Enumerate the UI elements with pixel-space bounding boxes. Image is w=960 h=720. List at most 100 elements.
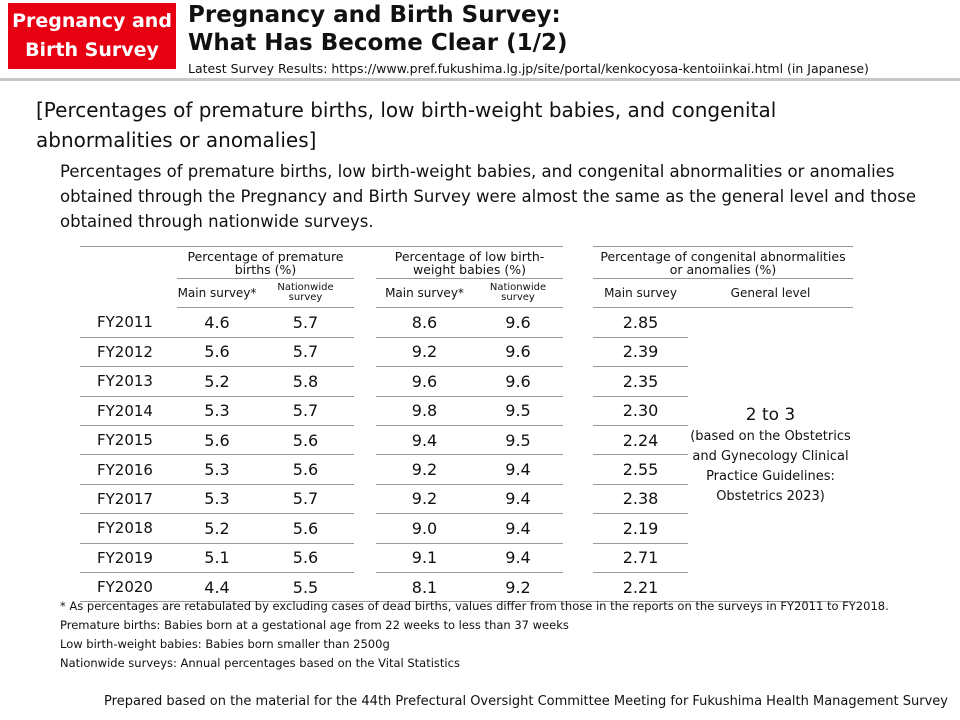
- congenital-main-value: 2.55: [593, 454, 688, 485]
- badge-line-2: Birth Survey: [25, 39, 159, 61]
- title-line-1: Pregnancy and Birth Survey:: [188, 2, 561, 28]
- general-level-cell: 2 to 3 (based on the Obstetrics and Gynec…: [688, 307, 853, 603]
- low-weight-nationwide-value: 9.4: [473, 484, 563, 515]
- section-heading: [Percentages of premature births, low bi…: [36, 98, 777, 152]
- premature-main-value: 5.3: [177, 484, 257, 515]
- spacer: [354, 396, 376, 425]
- row-year: FY2015: [80, 425, 177, 456]
- table-row: FY2017 5.3 5.7 9.2 9.4 2.38: [80, 484, 853, 515]
- spacer: [563, 396, 593, 425]
- subheader-main-survey-star: Main survey*: [177, 278, 257, 309]
- low-weight-main-value: 8.6: [376, 307, 473, 338]
- page-title: Pregnancy and Birth Survey: What Has Bec…: [188, 1, 568, 57]
- header-premature: Percentage of premature births (%): [177, 246, 354, 279]
- footnote: * As percentages are retabulated by excl…: [60, 599, 889, 613]
- subheader-nationwide: Nationwide survey: [257, 278, 354, 309]
- congenital-main-value: 2.85: [593, 307, 688, 338]
- row-year: FY2018: [80, 513, 177, 544]
- badge-line-1: Pregnancy and: [12, 10, 172, 32]
- congenital-main-value: 2.19: [593, 513, 688, 544]
- row-year: FY2019: [80, 543, 177, 573]
- general-level-note: (based on the Obstetrics and Gynecology …: [690, 428, 851, 504]
- low-weight-main-value: 9.1: [376, 543, 473, 573]
- spacer: [563, 308, 593, 337]
- premature-nationwide-value: 5.6: [257, 543, 354, 573]
- table-row: FY2011 4.6 5.7 8.6 9.6 2.85 2 to 3 (based on th…: [80, 307, 853, 603]
- low-weight-nationwide-value: 9.6: [473, 337, 563, 368]
- spacer: [354, 425, 376, 454]
- spacer: [354, 543, 376, 572]
- low-weight-main-value: 9.2: [376, 337, 473, 368]
- source-footer: Prepared based on the material for the 4…: [104, 694, 948, 709]
- low-weight-main-value: 9.8: [376, 396, 473, 426]
- spacer: [563, 543, 593, 572]
- congenital-main-value: 2.39: [593, 337, 688, 368]
- spacer: [354, 455, 376, 484]
- premature-main-value: 4.4: [177, 572, 257, 603]
- table-row: FY2012 5.6 5.7 9.2 9.6 2.39: [80, 337, 853, 368]
- table-row: FY2019 5.1 5.6 9.1 9.4 2.71: [80, 543, 853, 573]
- footnote: Nationwide surveys: Annual percentages b…: [60, 656, 460, 670]
- congenital-main-value: 2.71: [593, 543, 688, 573]
- spacer: [563, 337, 593, 366]
- general-level-value: 2 to 3: [745, 404, 796, 425]
- low-weight-nationwide-value: 9.6: [473, 307, 563, 338]
- congenital-main-value: 2.24: [593, 425, 688, 456]
- premature-main-value: 5.2: [177, 513, 257, 544]
- section-badge: Pregnancy and Birth Survey: [8, 3, 176, 69]
- header-low-birth-weight: Percentage of low birth-weight babies (%…: [376, 246, 563, 279]
- premature-nationwide-value: 5.8: [257, 366, 354, 397]
- spacer: [354, 514, 376, 543]
- header-congenital: Percentage of congenital abnormalities o…: [593, 246, 853, 279]
- premature-main-value: 5.6: [177, 337, 257, 368]
- table-row: FY2020 4.4 5.5 8.1 9.2 2.21: [80, 572, 853, 603]
- spacer: [563, 455, 593, 484]
- congenital-main-value: 2.21: [593, 572, 688, 603]
- row-year: FY2011: [80, 307, 177, 338]
- premature-nationwide-value: 5.7: [257, 396, 354, 426]
- premature-main-value: 5.2: [177, 366, 257, 397]
- table-row: FY2013 5.2 5.8 9.6 9.6 2.35: [80, 366, 853, 397]
- spacer: [563, 572, 593, 603]
- low-weight-main-value: 8.1: [376, 572, 473, 603]
- survey-table: Percentage of premature births (%) Perce…: [80, 246, 853, 603]
- row-year: FY2013: [80, 366, 177, 397]
- low-weight-nationwide-value: 9.4: [473, 513, 563, 544]
- footnote: Premature births: Babies born at a gesta…: [60, 618, 569, 632]
- low-weight-nationwide-value: 9.6: [473, 366, 563, 397]
- congenital-main-value: 2.30: [593, 396, 688, 426]
- low-weight-main-value: 9.4: [376, 425, 473, 456]
- row-year: FY2020: [80, 572, 177, 603]
- subheader-main-survey: Main survey: [593, 278, 688, 309]
- low-weight-main-value: 9.0: [376, 513, 473, 544]
- intro-paragraph: Percentages of premature births, low bir…: [60, 162, 916, 231]
- premature-main-value: 5.3: [177, 454, 257, 485]
- header-divider: [0, 78, 960, 81]
- spacer: [354, 337, 376, 366]
- premature-main-value: 5.6: [177, 425, 257, 456]
- low-weight-nationwide-value: 9.4: [473, 454, 563, 485]
- premature-nationwide-value: 5.7: [257, 307, 354, 338]
- row-year: FY2016: [80, 454, 177, 485]
- premature-main-value: 5.1: [177, 543, 257, 573]
- premature-nationwide-value: 5.5: [257, 572, 354, 603]
- premature-nationwide-value: 5.7: [257, 484, 354, 515]
- spacer: [354, 367, 376, 396]
- low-weight-nationwide-value: 9.2: [473, 572, 563, 603]
- spacer: [563, 425, 593, 454]
- premature-main-value: 5.3: [177, 396, 257, 426]
- table-body: FY2011 4.6 5.7 8.6 9.6 2.85 2 to 3 (based on th…: [80, 307, 853, 603]
- spacer: [563, 514, 593, 543]
- low-weight-nationwide-value: 9.4: [473, 543, 563, 573]
- congenital-main-value: 2.38: [593, 484, 688, 515]
- spacer: [563, 484, 593, 513]
- row-year: FY2014: [80, 396, 177, 426]
- footnotes: * As percentages are retabulated by excl…: [60, 597, 889, 673]
- low-weight-main-value: 9.6: [376, 366, 473, 397]
- table-row: FY2018 5.2 5.6 9.0 9.4 2.19: [80, 513, 853, 544]
- title-line-2: What Has Become Clear (1/2): [188, 30, 568, 56]
- congenital-main-value: 2.35: [593, 366, 688, 397]
- table-row: FY2014 5.3 5.7 9.8 9.5 2.30: [80, 396, 853, 426]
- spacer: [354, 308, 376, 337]
- spacer: [563, 367, 593, 396]
